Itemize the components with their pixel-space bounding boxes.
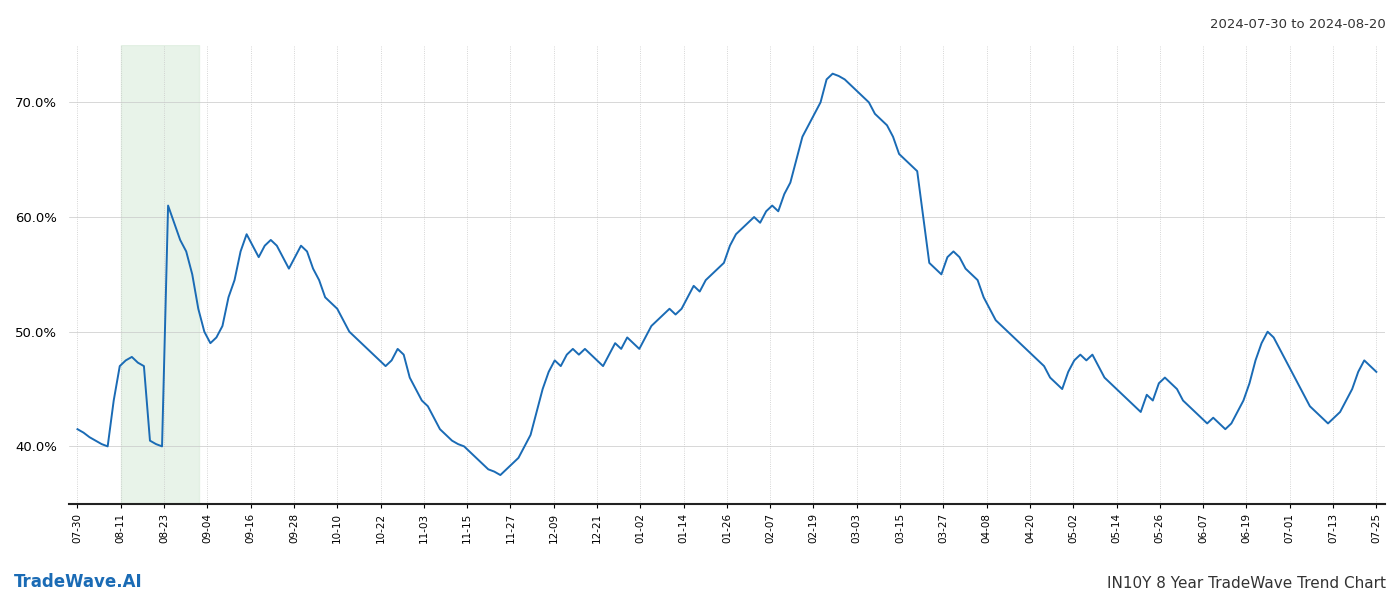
Text: 2024-07-30 to 2024-08-20: 2024-07-30 to 2024-08-20 [1210, 18, 1386, 31]
Text: TradeWave.AI: TradeWave.AI [14, 573, 143, 591]
Text: IN10Y 8 Year TradeWave Trend Chart: IN10Y 8 Year TradeWave Trend Chart [1107, 576, 1386, 591]
Bar [120, 45, 199, 504]
